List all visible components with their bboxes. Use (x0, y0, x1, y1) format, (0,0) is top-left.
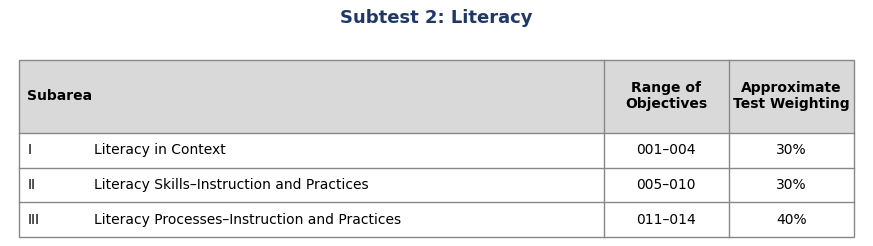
Text: Range of
Objectives: Range of Objectives (625, 81, 707, 111)
Text: Literacy Skills–Instruction and Practices: Literacy Skills–Instruction and Practice… (94, 178, 368, 192)
Text: Subtest 2: Literacy: Subtest 2: Literacy (340, 9, 533, 27)
Text: 005–010: 005–010 (636, 178, 696, 192)
Text: III: III (27, 213, 39, 227)
Text: 001–004: 001–004 (636, 143, 696, 157)
Bar (19, 202, 854, 237)
Text: Literacy Processes–Instruction and Practices: Literacy Processes–Instruction and Pract… (94, 213, 401, 227)
Bar (19, 60, 854, 133)
Text: II: II (27, 178, 35, 192)
Text: Subarea: Subarea (27, 89, 93, 103)
Text: Approximate
Test Weighting: Approximate Test Weighting (733, 81, 849, 111)
Text: I: I (27, 143, 31, 157)
Bar (19, 168, 854, 202)
Text: 011–014: 011–014 (636, 213, 696, 227)
Text: 30%: 30% (776, 178, 807, 192)
Bar (19, 60, 854, 237)
Text: 30%: 30% (776, 143, 807, 157)
Bar (19, 133, 854, 168)
Text: 40%: 40% (776, 213, 807, 227)
Text: Literacy in Context: Literacy in Context (94, 143, 226, 157)
